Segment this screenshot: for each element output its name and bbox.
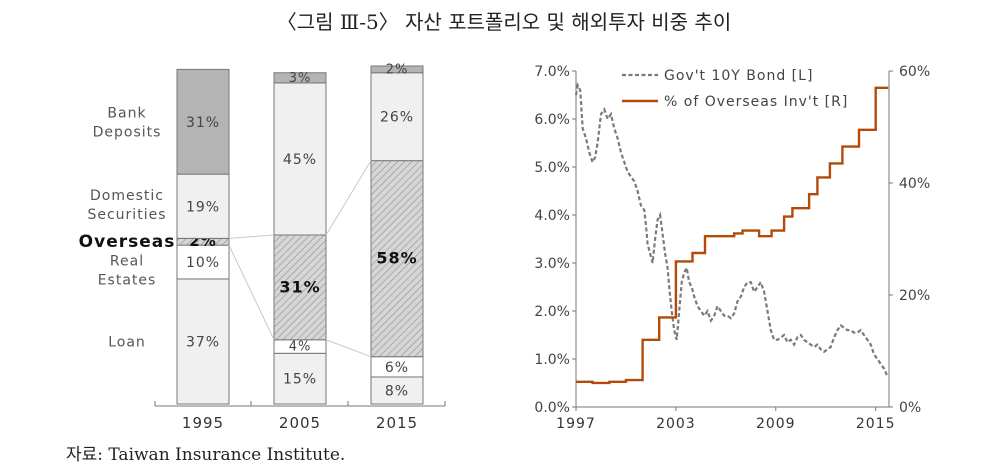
bar-segment [273, 72, 327, 84]
bar-segment [370, 65, 424, 74]
portfolio-bar-chart: 1995 2005 2015 37% 10% 2% 19% 31% 15% 4% 31% 45% 3% 8… [79, 62, 446, 432]
overseas-line-chart: 0.0% 1.0% 2.0% 3.0% 4.0% 5.0% 6.0% 7.0% 0% 20% 40%… [534, 64, 930, 432]
bar-connector [228, 244, 275, 340]
left-axis-tick-label: 4.0% [534, 208, 570, 224]
bar-connector [228, 234, 275, 239]
bar-segment [176, 68, 230, 175]
x-axis-tick-label: 2015 [856, 416, 896, 432]
bar-x-tick-label: 1995 [182, 414, 224, 432]
right-axis-tick-label: 40% [899, 176, 930, 192]
legend-overseas-label: % of Overseas Inv't [R] [664, 94, 848, 110]
bar-segment [273, 82, 327, 236]
right-axis-tick-label: 60% [899, 64, 930, 80]
bar-data-label: 10% [186, 255, 220, 271]
bar-connector [325, 339, 372, 358]
bar-data-label: 31% [279, 277, 320, 296]
bar-data-label: 37% [186, 334, 220, 350]
left-axis-tick-label: 7.0% [534, 64, 570, 80]
left-axis-tick-label: 5.0% [534, 160, 570, 176]
left-axis-tick-label: 0.0% [534, 400, 570, 416]
bar-segment [370, 160, 424, 358]
bar-category-label: Estates [98, 273, 157, 289]
bar-data-label: 8% [385, 383, 409, 399]
bar-data-label: 2% [386, 62, 409, 77]
right-axis-tick-label: 20% [899, 288, 930, 304]
bar-segment [176, 173, 230, 239]
bar-category-label: Bank [107, 105, 146, 121]
bar-x-tick-label: 2015 [376, 414, 418, 432]
bar-category-label: Domestic [90, 188, 164, 204]
bar-data-label: 15% [283, 372, 317, 388]
bar-category-label: Real [110, 254, 144, 270]
source-note: 자료: Taiwan Insurance Institute. [66, 445, 346, 465]
figure-title: 〈그림 Ⅲ-5〉 자산 포트폴리오 및 해외투자 비중 추이 [276, 10, 732, 34]
x-axis-tick-label: 1997 [556, 416, 596, 432]
bar-segment [370, 72, 424, 162]
bar-segment [273, 234, 327, 341]
bar-data-label: 45% [283, 152, 317, 168]
bar-category-label: Deposits [93, 124, 162, 140]
bar-data-label: 6% [385, 360, 409, 376]
x-axis-tick-label: 2009 [756, 416, 796, 432]
overseas-share-line [576, 86, 889, 385]
right-axis-tick-label: 0% [899, 400, 921, 416]
bar-segment [273, 352, 327, 405]
bar-segment [176, 278, 230, 405]
bar-x-tick-label: 2005 [279, 414, 321, 432]
bar-category-label: Securities [87, 207, 166, 223]
bar-data-label: 26% [380, 110, 414, 126]
bar-category-label: Overseas [79, 232, 176, 252]
bar-data-label: 31% [186, 115, 220, 131]
left-axis-tick-label: 2.0% [534, 304, 570, 320]
bar-connector [325, 160, 372, 236]
left-axis-tick-label: 1.0% [534, 352, 570, 368]
bar-data-label: 3% [289, 71, 312, 86]
x-axis-tick-label: 2003 [656, 416, 696, 432]
bar-category-label: Loan [108, 334, 146, 350]
bar-data-label: 19% [186, 199, 220, 215]
legend-bond-label: Gov't 10Y Bond [L] [664, 68, 813, 84]
left-axis-tick-label: 6.0% [534, 112, 570, 128]
left-axis-tick-label: 3.0% [534, 256, 570, 272]
bar-data-label: 4% [289, 340, 312, 355]
bond-yield-line [574, 82, 889, 377]
bar-data-label: 58% [376, 249, 417, 268]
